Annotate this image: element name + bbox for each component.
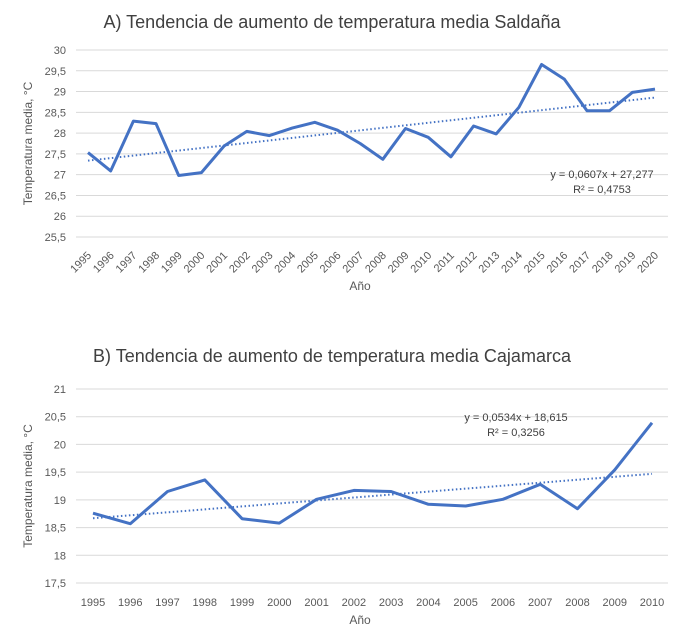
- x-tick-label: 2015: [522, 250, 548, 276]
- y-tick-label: 19,5: [45, 467, 66, 479]
- x-tick-label: 1996: [91, 250, 117, 276]
- y-tick-label: 20: [54, 439, 66, 451]
- x-tick-label: 2000: [267, 597, 291, 609]
- x-axis-label: Año: [349, 613, 371, 627]
- x-tick-label: 2011: [432, 250, 457, 275]
- x-tick-label: 1999: [159, 250, 185, 276]
- trendline-r-squared: R² = 0,4753: [573, 184, 631, 196]
- y-axis-label: Temperatura media, °C: [21, 424, 35, 548]
- x-tick-label: 2002: [227, 250, 253, 276]
- x-tick-label: 2009: [386, 250, 412, 276]
- temperature-series-line: [93, 423, 652, 524]
- x-tick-label: 2018: [590, 250, 616, 276]
- x-tick-label: 2020: [635, 250, 661, 276]
- x-tick-label: 2010: [640, 597, 664, 609]
- x-tick-label: 2007: [528, 597, 552, 609]
- x-tick-label: 2005: [453, 597, 477, 609]
- x-tick-label: 1995: [68, 250, 94, 276]
- y-tick-label: 28,5: [45, 107, 66, 119]
- y-tick-label: 17,5: [45, 578, 66, 590]
- x-tick-label: 1997: [114, 250, 140, 276]
- x-tick-label: 2019: [613, 250, 639, 276]
- x-tick-label: 2016: [545, 250, 571, 276]
- x-tick-label: 2012: [454, 250, 480, 276]
- x-tick-label: 2002: [342, 597, 366, 609]
- x-tick-label: 1996: [118, 597, 142, 609]
- x-tick-label: 2009: [602, 597, 626, 609]
- y-tick-label: 29,5: [45, 66, 66, 78]
- x-tick-label: 2008: [565, 597, 589, 609]
- x-axis-label: Año: [349, 279, 371, 293]
- y-tick-label: 30: [54, 45, 66, 57]
- x-tick-label: 2005: [295, 250, 321, 276]
- y-tick-label: 18,5: [45, 523, 66, 535]
- x-tick-label: 1998: [136, 250, 162, 276]
- x-tick-label: 1997: [155, 597, 179, 609]
- x-tick-label: 2006: [491, 597, 515, 609]
- x-tick-label: 2003: [379, 597, 403, 609]
- x-tick-label: 2013: [477, 250, 503, 276]
- y-tick-label: 27,5: [45, 149, 66, 161]
- y-axis-label: Temperatura media, °C: [21, 81, 35, 205]
- trendline-equation: y = 0,0607x + 27,277: [550, 169, 653, 181]
- x-tick-label: 1999: [230, 597, 254, 609]
- y-tick-label: 27: [54, 170, 66, 182]
- chart-title: A) Tendencia de aumento de temperatura m…: [104, 12, 562, 32]
- x-tick-label: 2010: [409, 250, 435, 276]
- x-tick-label: 2001: [204, 250, 230, 276]
- x-tick-label: 2008: [363, 250, 389, 276]
- y-tick-label: 18: [54, 550, 66, 562]
- y-tick-label: 28: [54, 128, 66, 140]
- x-tick-label: 2000: [182, 250, 208, 276]
- x-tick-label: 1998: [193, 597, 217, 609]
- x-tick-label: 2004: [416, 597, 440, 609]
- y-tick-label: 26,5: [45, 190, 66, 202]
- y-tick-label: 29: [54, 87, 66, 99]
- y-tick-label: 19: [54, 495, 66, 507]
- chart-title: B) Tendencia de aumento de temperatura m…: [93, 346, 572, 366]
- y-tick-label: 20,5: [45, 412, 66, 424]
- x-tick-label: 2003: [250, 250, 276, 276]
- y-tick-label: 25,5: [45, 232, 66, 244]
- x-tick-label: 2007: [340, 250, 366, 276]
- temperature-series-line: [88, 65, 655, 176]
- x-tick-label: 2006: [318, 250, 344, 276]
- x-tick-label: 2017: [567, 250, 593, 276]
- x-tick-label: 2014: [499, 250, 525, 276]
- x-tick-label: 2001: [304, 597, 328, 609]
- trendline: [93, 474, 652, 518]
- x-tick-label: 2004: [272, 250, 298, 276]
- y-tick-label: 21: [54, 384, 66, 396]
- trendline-r-squared: R² = 0,3256: [487, 427, 545, 439]
- y-tick-label: 26: [54, 211, 66, 223]
- trendline-equation: y = 0,0534x + 18,615: [464, 412, 567, 424]
- x-tick-label: 1995: [81, 597, 105, 609]
